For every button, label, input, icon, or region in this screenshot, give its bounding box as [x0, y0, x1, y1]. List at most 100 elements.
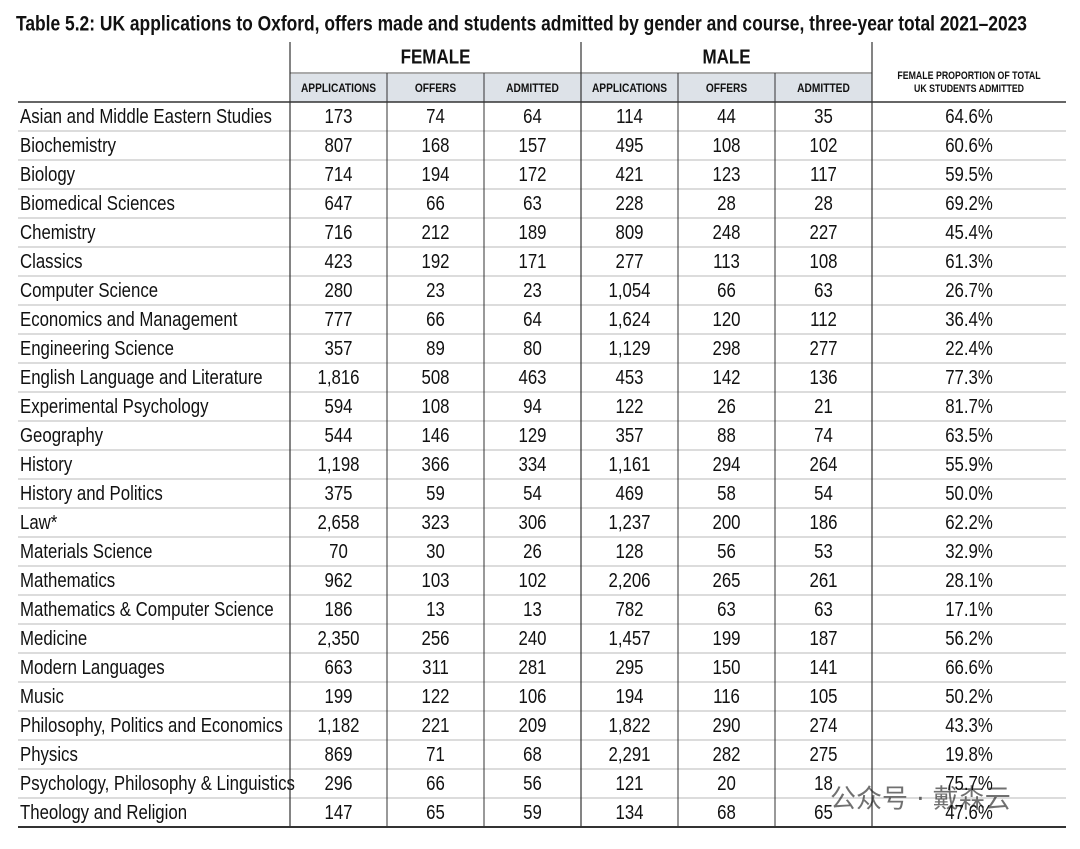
- cell: 88: [717, 423, 736, 446]
- row-label: Engineering Science: [20, 336, 174, 359]
- cell: 1,237: [608, 510, 650, 533]
- cell: 28: [717, 191, 736, 214]
- cell: 113: [713, 249, 740, 272]
- cell: 357: [615, 423, 643, 446]
- cell: 290: [712, 713, 740, 736]
- row-label: English Language and Literature: [20, 365, 263, 388]
- cell: 32.9%: [945, 539, 993, 562]
- cell: 366: [421, 452, 449, 475]
- cell: 63: [523, 191, 542, 214]
- cell: 66: [426, 191, 445, 214]
- cell: 221: [421, 713, 449, 736]
- cell: 716: [324, 220, 352, 243]
- cell: 64: [523, 307, 542, 330]
- cell: 26: [717, 394, 736, 417]
- row-label: Law*: [20, 510, 57, 533]
- cell: 296: [324, 771, 352, 794]
- cell: 58: [717, 481, 736, 504]
- cell: 240: [518, 626, 546, 649]
- cell: 64: [523, 104, 542, 127]
- cell: 23: [523, 278, 542, 301]
- cell: 59: [523, 800, 542, 823]
- cell: 26: [523, 539, 542, 562]
- cell: 265: [712, 568, 740, 591]
- cell: 54: [814, 481, 833, 504]
- cell: 508: [421, 365, 449, 388]
- cell: 13: [523, 597, 542, 620]
- cell: 50.2%: [945, 684, 993, 707]
- row-label: Economics and Management: [20, 307, 237, 330]
- column-header: UK STUDENTS ADMITTED: [914, 83, 1024, 95]
- cell: 66: [426, 771, 445, 794]
- cell: 20: [717, 771, 736, 794]
- cell: 64.6%: [945, 104, 993, 127]
- cell: 171: [518, 249, 546, 272]
- cell: 209: [518, 713, 546, 736]
- row-label: Geography: [20, 423, 104, 446]
- cell: 63: [717, 597, 736, 620]
- cell: 68: [717, 800, 736, 823]
- cell: 74: [814, 423, 833, 446]
- row-label: Medicine: [20, 626, 87, 649]
- cell: 71: [426, 742, 445, 765]
- column-header: APPLICATIONS: [592, 82, 667, 95]
- cell: 112: [810, 307, 837, 330]
- cell: 168: [421, 133, 449, 156]
- cell: 75.7%: [945, 771, 993, 794]
- cell: 2,206: [608, 568, 650, 591]
- cell: 117: [810, 162, 837, 185]
- cell: 2,350: [317, 626, 359, 649]
- cell: 129: [518, 423, 546, 446]
- cell: 421: [615, 162, 643, 185]
- cell: 106: [518, 684, 546, 707]
- cell: 81.7%: [945, 394, 993, 417]
- row-label: Philosophy, Politics and Economics: [20, 713, 283, 736]
- cell: 2,291: [608, 742, 650, 765]
- cell: 108: [712, 133, 740, 156]
- cell: 35: [814, 104, 833, 127]
- cell: 1,816: [317, 365, 359, 388]
- cell: 1,198: [317, 452, 359, 475]
- cell: 228: [615, 191, 643, 214]
- cell: 777: [324, 307, 352, 330]
- cell: 306: [518, 510, 546, 533]
- cell: 282: [712, 742, 740, 765]
- cell: 807: [324, 133, 352, 156]
- cell: 1,129: [608, 336, 650, 359]
- cell: 105: [809, 684, 837, 707]
- row-label: Music: [20, 684, 64, 707]
- cell: 28: [814, 191, 833, 214]
- cell: 134: [615, 800, 643, 823]
- cell: 334: [518, 452, 546, 475]
- cell: 469: [615, 481, 643, 504]
- cell: 50.0%: [945, 481, 993, 504]
- cell: 142: [712, 365, 740, 388]
- cell: 1,822: [608, 713, 650, 736]
- cell: 61.3%: [945, 249, 993, 272]
- row-label: Chemistry: [20, 220, 96, 243]
- cell: 55.9%: [945, 452, 993, 475]
- cell: 122: [615, 394, 643, 417]
- row-label: Biochemistry: [20, 133, 117, 156]
- cell: 194: [615, 684, 643, 707]
- cell: 66: [426, 307, 445, 330]
- cell: 120: [712, 307, 740, 330]
- cell: 227: [809, 220, 837, 243]
- cell: 357: [324, 336, 352, 359]
- cell: 311: [422, 655, 449, 678]
- cell: 22.4%: [945, 336, 993, 359]
- cell: 121: [615, 771, 643, 794]
- cell: 77.3%: [945, 365, 993, 388]
- cell: 45.4%: [945, 220, 993, 243]
- column-header: OFFERS: [415, 82, 456, 95]
- cell: 56: [523, 771, 542, 794]
- cell: 2,658: [317, 510, 359, 533]
- cell: 114: [616, 104, 643, 127]
- row-label: Computer Science: [20, 278, 158, 301]
- cell: 65: [426, 800, 445, 823]
- cell: 647: [324, 191, 352, 214]
- cell: 116: [713, 684, 740, 707]
- cell: 103: [421, 568, 449, 591]
